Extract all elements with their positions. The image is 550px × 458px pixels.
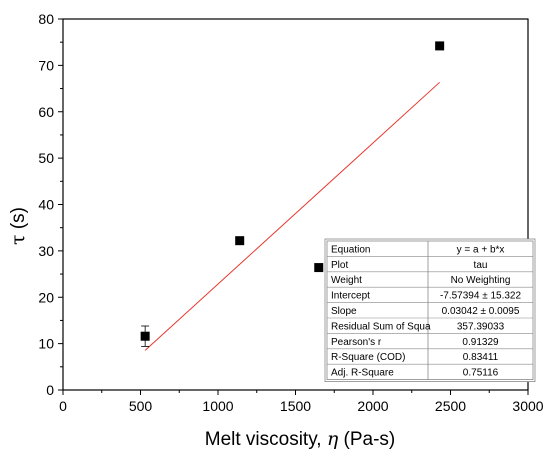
table-value-3: -7.57394 ± 15.322: [440, 291, 522, 302]
x-axis-symbol: η: [327, 428, 339, 450]
fit-results-table: Equation y = a + b*x Plot tau Weight No Weigh…: [324, 238, 536, 383]
data-points: [140, 41, 445, 347]
table-value-5: 357.39033: [457, 321, 505, 332]
fit-line-group: [144, 81, 440, 351]
x-tick-label-500: 500: [129, 398, 153, 414]
x-tick-label-1500: 1500: [280, 398, 311, 414]
table-border-inner: [326, 240, 534, 381]
table-value-4: 0.03042 ± 0.0095: [442, 306, 520, 317]
data-point-3: [435, 41, 445, 51]
y-tick-label-0: 0: [46, 382, 54, 398]
x-tick-label-3000: 3000: [512, 398, 543, 414]
data-point-0: [140, 331, 150, 341]
table-value-7: 0.83411: [463, 352, 499, 363]
y-axis-title: τ (s): [7, 207, 29, 245]
y-tick-label-70: 70: [38, 57, 54, 73]
table-value-0: y = a + b*x: [457, 244, 505, 255]
table-value-1: tau: [474, 260, 488, 271]
table-label-8: Adj. R-Square: [331, 368, 394, 379]
table-label-1: Plot: [331, 260, 348, 271]
linear-fit-line: [144, 81, 440, 351]
x-tick-label-2500: 2500: [435, 398, 466, 414]
y-tick-label-20: 20: [38, 289, 54, 305]
y-axis-symbol: τ: [7, 234, 29, 245]
y-tick-label-50: 50: [38, 150, 54, 166]
table-label-3: Intercept: [331, 291, 370, 302]
table-label-0: Equation: [331, 244, 370, 255]
data-point-1: [235, 236, 245, 246]
y-tick-label-60: 60: [38, 104, 54, 120]
table-value-8: 0.75116: [463, 368, 499, 379]
table-value-6: 0.91329: [462, 337, 499, 348]
table-label-7: R-Square (COD): [331, 352, 405, 363]
table-label-2: Weight: [331, 275, 362, 286]
table-label-4: Slope: [331, 306, 357, 317]
table-label-5: Residual Sum of Squa: [331, 321, 431, 332]
y-tick-label-30: 30: [38, 243, 54, 259]
table-label-6: Pearson's r: [331, 337, 382, 348]
axes: 0 500 1000 1500 2000 2500 3000 0 10 20 30 40 50 60 70 8…: [38, 11, 543, 414]
data-point-2: [314, 263, 324, 273]
x-tick-label-2000: 2000: [357, 398, 388, 414]
y-tick-label-80: 80: [38, 11, 54, 27]
y-tick-label-10: 10: [38, 336, 54, 352]
x-tick-label-0: 0: [59, 398, 67, 414]
y-tick-label-40: 40: [38, 197, 54, 213]
x-tick-label-1000: 1000: [202, 398, 233, 414]
x-axis-title: Melt viscosity, η (Pa-s): [205, 428, 396, 450]
table-value-2: No Weighting: [451, 275, 511, 286]
